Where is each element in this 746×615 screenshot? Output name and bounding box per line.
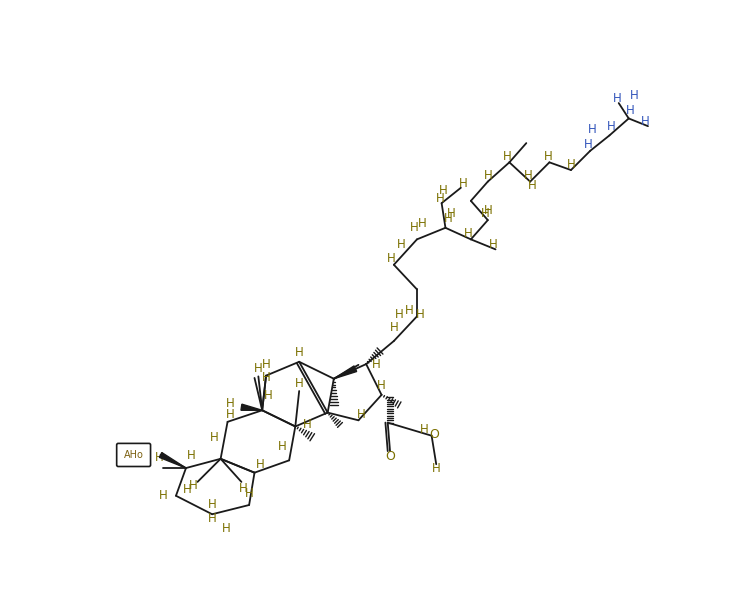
Text: O: O <box>385 450 395 463</box>
Text: H: H <box>420 423 429 436</box>
Text: H: H <box>239 482 248 494</box>
Text: H: H <box>587 123 596 136</box>
Text: H: H <box>395 308 404 320</box>
Text: H: H <box>187 449 195 462</box>
Text: H: H <box>225 408 234 421</box>
Text: H: H <box>503 151 512 164</box>
Text: H: H <box>446 207 455 220</box>
Polygon shape <box>333 366 357 379</box>
Text: H: H <box>439 184 448 197</box>
Text: H: H <box>295 346 304 359</box>
Text: H: H <box>416 308 424 320</box>
Text: H: H <box>443 212 452 225</box>
Text: AHo: AHo <box>124 450 143 460</box>
Text: H: H <box>245 487 254 500</box>
Text: H: H <box>389 322 398 335</box>
Text: H: H <box>302 418 311 430</box>
Text: H: H <box>154 451 163 464</box>
Text: H: H <box>528 179 537 192</box>
Text: H: H <box>208 512 216 525</box>
Text: H: H <box>158 490 167 502</box>
Text: H: H <box>606 120 615 133</box>
Text: H: H <box>254 362 263 375</box>
Text: H: H <box>481 207 490 220</box>
Text: H: H <box>372 359 380 371</box>
Text: O: O <box>429 427 439 441</box>
Text: H: H <box>377 379 386 392</box>
Text: H: H <box>612 92 621 105</box>
Text: H: H <box>295 377 304 390</box>
Text: H: H <box>262 359 271 371</box>
Text: H: H <box>387 252 396 265</box>
Text: H: H <box>464 228 473 240</box>
Text: H: H <box>483 204 492 217</box>
Text: H: H <box>567 158 575 171</box>
Text: H: H <box>222 522 231 534</box>
Polygon shape <box>160 453 186 468</box>
Text: H: H <box>396 238 405 252</box>
Text: H: H <box>642 115 650 128</box>
Text: H: H <box>544 151 552 164</box>
Text: H: H <box>357 408 365 421</box>
Text: H: H <box>405 304 413 317</box>
Text: H: H <box>183 483 192 496</box>
Text: H: H <box>483 169 492 182</box>
Text: H: H <box>262 371 271 384</box>
Text: H: H <box>410 221 419 234</box>
Text: H: H <box>116 448 124 461</box>
Text: H: H <box>432 462 441 475</box>
Text: H: H <box>189 479 198 492</box>
Text: H: H <box>524 169 532 182</box>
Text: H: H <box>278 440 286 453</box>
Text: H: H <box>264 389 273 402</box>
Text: H: H <box>418 218 427 231</box>
Text: H: H <box>225 397 234 410</box>
Text: H: H <box>459 177 468 189</box>
Text: H: H <box>489 238 498 252</box>
Text: H: H <box>257 458 265 472</box>
Text: H: H <box>630 89 639 102</box>
Text: H: H <box>626 105 635 117</box>
Polygon shape <box>241 404 262 410</box>
Text: H: H <box>436 192 445 205</box>
Text: H: H <box>583 138 592 151</box>
Text: H: H <box>208 499 216 512</box>
FancyBboxPatch shape <box>116 443 151 467</box>
Text: H: H <box>210 430 219 444</box>
